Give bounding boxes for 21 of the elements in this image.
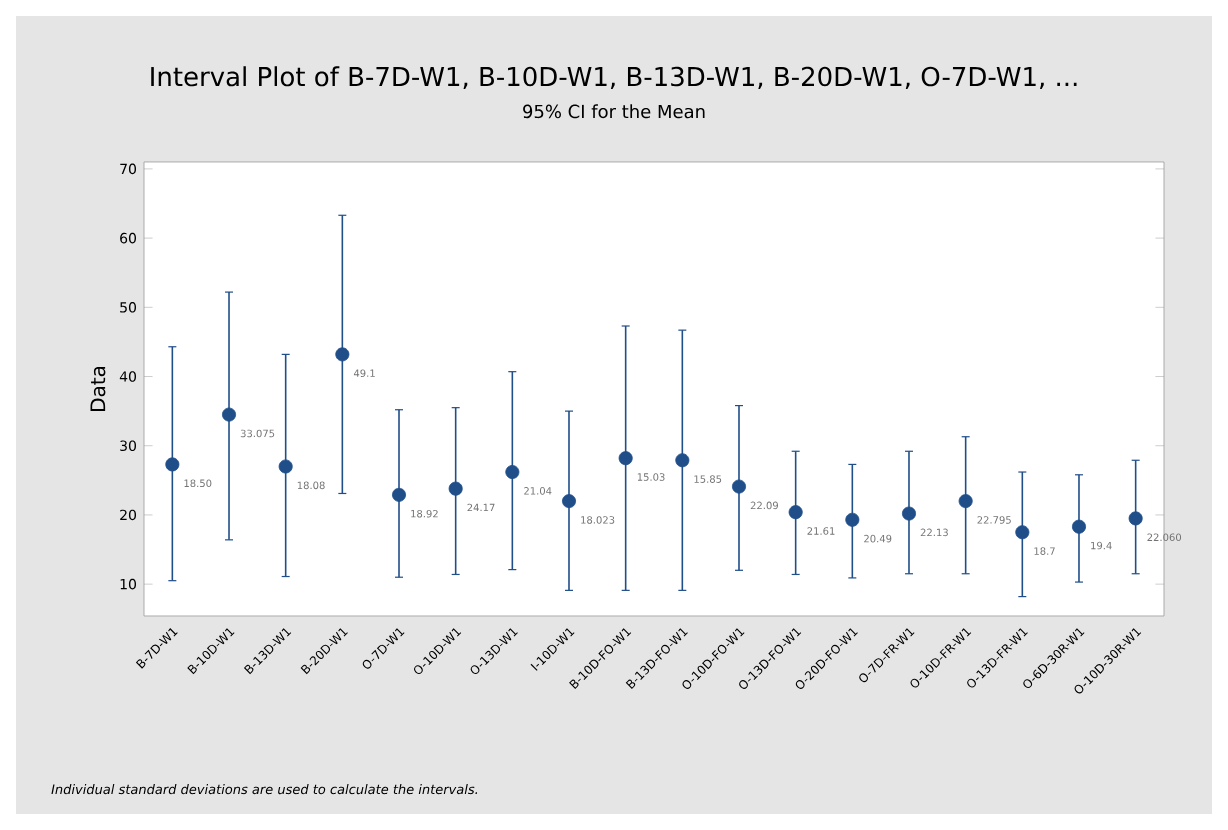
point [222, 407, 237, 422]
point [902, 506, 916, 521]
point [1015, 525, 1030, 540]
point [562, 494, 576, 509]
point [675, 453, 690, 468]
point [1071, 519, 1086, 534]
point [335, 347, 350, 362]
point [165, 457, 180, 472]
point [505, 465, 520, 480]
y-axis-title: Data [90, 366, 106, 411]
point [958, 494, 973, 509]
point [788, 505, 803, 520]
chart-subtitle: 95% CI for the Mean [523, 104, 705, 119]
point [845, 512, 860, 527]
point [1128, 511, 1143, 526]
point [732, 479, 746, 494]
point [448, 481, 463, 496]
point [278, 459, 293, 474]
point [618, 451, 633, 466]
chart-title: Interval Plot of B-7D-W1, B-10D-W1, B-13D-W1, B-20D-W1, O-7D-W1, ... [151, 66, 1077, 89]
point [392, 487, 407, 502]
